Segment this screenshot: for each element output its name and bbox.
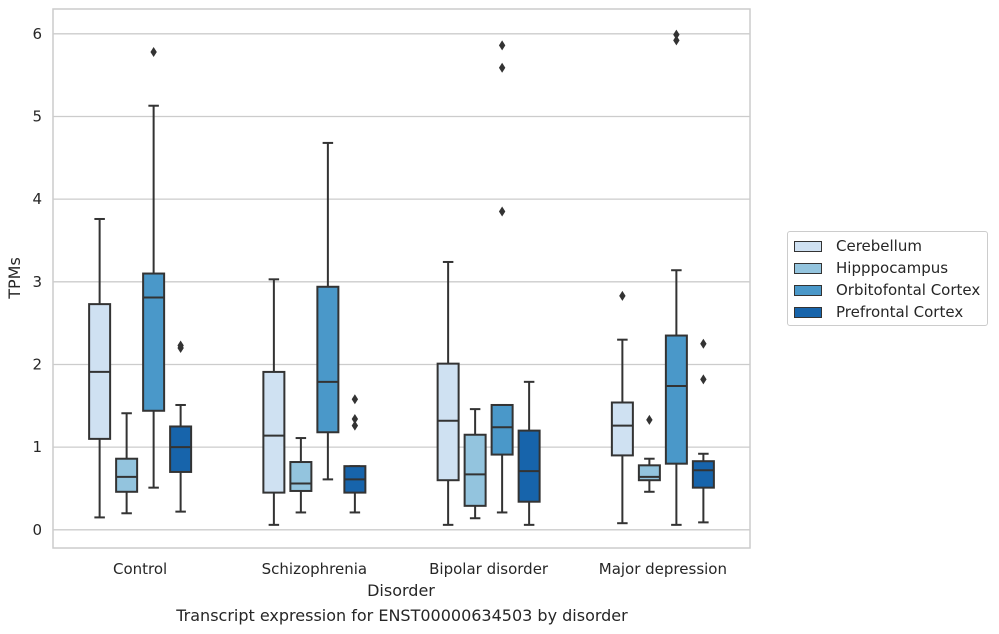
- legend-item-hipppocampus: Hipppocampus: [794, 258, 948, 278]
- x-tick-label-bipolar-disorder: Bipolar disorder: [429, 560, 549, 578]
- x-tick-labels: Control Schizophrenia Bipolar disorder Majo…: [113, 560, 727, 578]
- iqr-box: [316, 285, 340, 434]
- outlier-point: [646, 414, 653, 425]
- iqr-box: [610, 401, 634, 457]
- y-tick-label-6: 6: [32, 25, 42, 43]
- x-axis-label: Disorder: [367, 581, 435, 600]
- chart-caption: Transcript expression for ENST0000063450…: [176, 606, 628, 625]
- box-hipppocampus-major-depression: [637, 414, 661, 493]
- outlier-point: [673, 35, 680, 46]
- box-orbitofontal-cortex-control: [142, 46, 166, 489]
- legend-swatch-cerebellum: [794, 240, 822, 252]
- y-tick-label-1: 1: [32, 438, 42, 456]
- outlier-point: [498, 40, 506, 51]
- iqr-box: [691, 460, 715, 489]
- outlier-point: [351, 414, 359, 425]
- y-tick-labels: 0 1 2 3 4 5 6: [32, 25, 42, 539]
- x-tick-label-major-depression: Major depression: [599, 560, 727, 578]
- outlier-point: [498, 206, 506, 217]
- box-cerebellum-bipolar-disorder: [436, 260, 460, 526]
- legend-label-cerebellum: Cerebellum: [836, 237, 922, 255]
- outlier-point: [700, 338, 707, 349]
- legend-label-prefrontal-cortex: Prefrontal Cortex: [836, 303, 964, 321]
- plot-frame: [52, 8, 751, 549]
- y-axis-label: TPMs: [5, 257, 24, 300]
- outlier-point: [177, 340, 184, 351]
- x-tick-label-control: Control: [113, 560, 167, 578]
- iqr-box: [142, 272, 166, 412]
- iqr-box: [463, 433, 487, 507]
- box-orbitofontal-cortex-major-depression: [664, 29, 688, 526]
- y-tick-label-4: 4: [32, 190, 42, 208]
- iqr-box: [664, 334, 688, 465]
- y-tick-label-2: 2: [32, 355, 42, 373]
- outlier-point: [351, 394, 359, 405]
- iqr-box: [637, 464, 661, 482]
- legend-item-prefrontal-cortex: Prefrontal Cortex: [794, 302, 963, 322]
- legend-swatch-orbitofontal-cortex: [794, 284, 822, 296]
- box-prefrontal-cortex-bipolar-disorder: [517, 380, 541, 526]
- iqr-box: [436, 362, 460, 482]
- iqr-box: [115, 457, 139, 493]
- iqr-box: [289, 461, 313, 492]
- outlier-point: [619, 290, 626, 301]
- outlier-point: [351, 420, 359, 431]
- legend-label-orbitofontal-cortex: Orbitofontal Cortex: [836, 281, 981, 299]
- iqr-box: [490, 403, 514, 456]
- y-tick-label-0: 0: [32, 521, 42, 539]
- box-orbitofontal-cortex-schizophrenia: [316, 141, 340, 481]
- box-prefrontal-cortex-control: [169, 340, 193, 513]
- iqr-box: [169, 425, 193, 473]
- iqr-box: [262, 370, 286, 494]
- box-prefrontal-cortex-schizophrenia: [343, 394, 367, 514]
- outlier-point: [498, 62, 506, 73]
- legend-swatch-prefrontal-cortex: [794, 306, 822, 318]
- legend-swatch-hipppocampus: [794, 262, 822, 274]
- box-cerebellum-major-depression: [610, 290, 634, 525]
- outlier-point: [700, 374, 707, 385]
- box-cerebellum-control: [88, 217, 112, 519]
- box-hipppocampus-bipolar-disorder: [463, 408, 487, 520]
- x-tick-label-schizophrenia: Schizophrenia: [262, 560, 367, 578]
- y-tick-label-3: 3: [32, 273, 42, 291]
- box-hipppocampus-control: [115, 412, 139, 515]
- box-series: [88, 29, 715, 526]
- legend: Cerebellum Hipppocampus Orbitofontal Cor…: [787, 231, 988, 326]
- legend-item-cerebellum: Cerebellum: [794, 236, 922, 256]
- y-tick-label-5: 5: [32, 107, 42, 125]
- outlier-point: [150, 46, 157, 57]
- box-orbitofontal-cortex-bipolar-disorder: [490, 40, 514, 514]
- box-cerebellum-schizophrenia: [262, 278, 286, 526]
- legend-item-orbitofontal-cortex: Orbitofontal Cortex: [794, 280, 980, 300]
- iqr-box: [517, 429, 541, 503]
- box-prefrontal-cortex-major-depression: [691, 338, 715, 524]
- legend-label-hipppocampus: Hipppocampus: [836, 259, 949, 277]
- box-hipppocampus-schizophrenia: [289, 437, 313, 514]
- outlier-point: [673, 29, 680, 40]
